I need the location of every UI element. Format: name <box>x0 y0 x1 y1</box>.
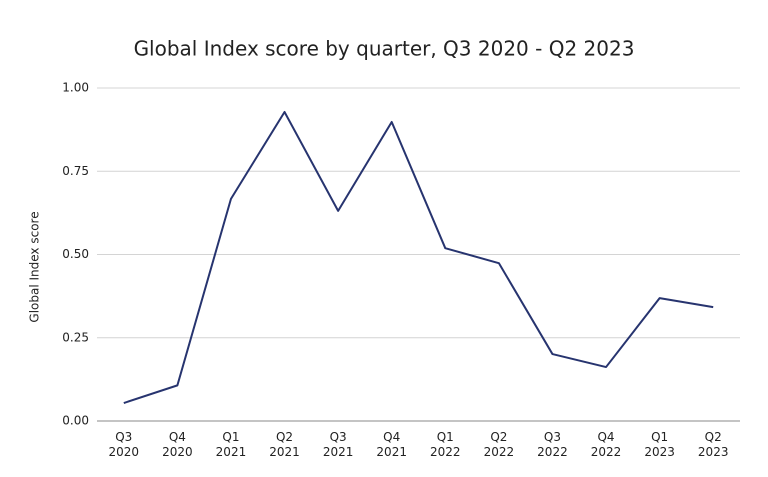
x-tick-label: Q4 2022 <box>590 430 622 459</box>
x-tick-label: Q4 2020 <box>162 430 193 459</box>
y-tick-label: 0.00 <box>62 414 89 428</box>
x-tick-label: Q1 2021 <box>215 430 247 459</box>
x-tick-label: Q3 2020 <box>108 430 140 459</box>
x-tick-label: Q2 2023 <box>697 430 729 459</box>
x-tick-label: Q3 2022 <box>537 430 568 459</box>
x-tick-label: Q3 2021 <box>322 430 354 459</box>
line <box>123 110 714 404</box>
y-tick-label: 0.75 <box>62 164 89 178</box>
y-tick-label: 0.25 <box>62 330 89 344</box>
y-axis-label: Global Index score <box>28 211 42 322</box>
x-tick-label: Q2 2022 <box>483 430 515 459</box>
y-tick-label: 0.50 <box>62 247 89 261</box>
y-tick-label: 1.00 <box>62 81 89 95</box>
x-tick-label: Q2 2021 <box>269 430 300 459</box>
x-tick-label: Q4 2021 <box>376 430 407 459</box>
chart-title: Global Index score by quarter, Q3 2020 -… <box>134 37 635 61</box>
x-tick-label: Q1 2023 <box>644 430 675 459</box>
x-tick-label: Q1 2022 <box>430 430 461 459</box>
